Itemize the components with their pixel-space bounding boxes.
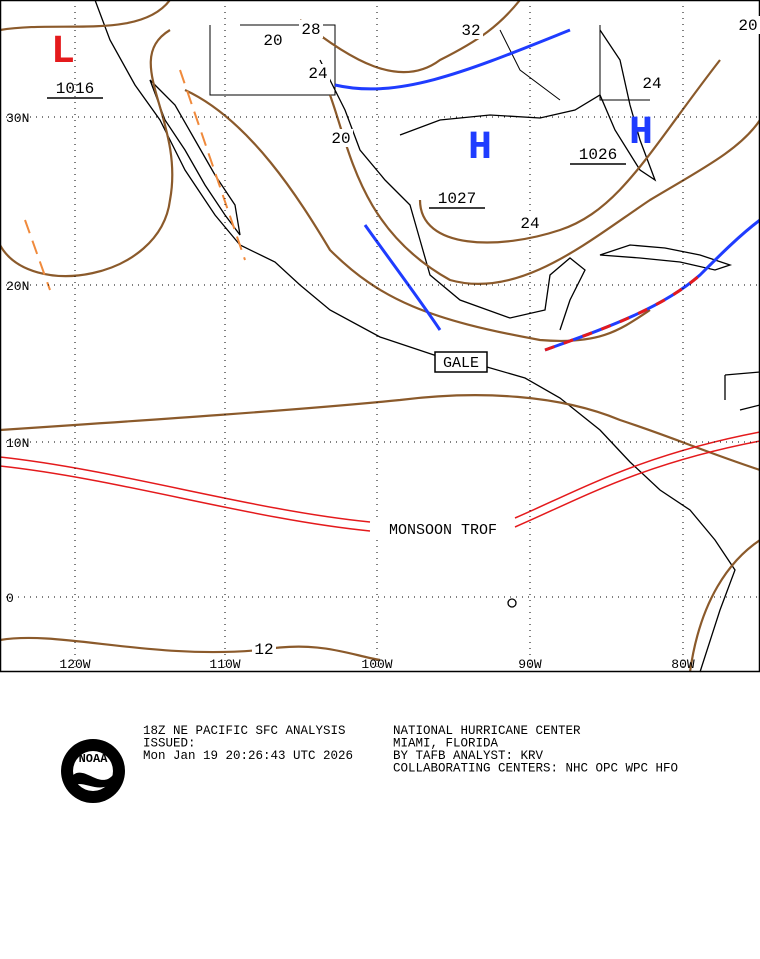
pressure-center-value: 1026 <box>579 146 617 164</box>
isobar-label-bg <box>736 16 760 34</box>
trough <box>179 69 246 261</box>
isobar <box>328 94 760 286</box>
trough <box>24 219 51 291</box>
isobar-label-bg <box>329 129 353 147</box>
pressure-center-value: 1027 <box>438 190 476 208</box>
isobar-label: 20 <box>738 17 757 35</box>
isobar-label: 24 <box>642 75 661 93</box>
footer-right-line: COLLABORATING CENTERS: NHC OPC WPC HFO <box>393 762 678 776</box>
longitude-label: 120W <box>59 657 90 672</box>
footer-right-line: NATIONAL HURRICANE CENTER <box>393 724 581 738</box>
isobar <box>299 0 521 74</box>
pressure-center-value: 1016 <box>56 80 94 98</box>
isobars <box>0 0 760 673</box>
footer-left-line: Mon Jan 19 20:26:43 UTC 2026 <box>143 749 353 763</box>
feature-bg <box>376 519 510 539</box>
isobar-label: 24 <box>520 215 539 233</box>
latitude-label: 0 <box>6 591 14 606</box>
footer-left-line: 18Z NE PACIFIC SFC ANALYSIS <box>143 724 346 738</box>
feature-label: GALE <box>443 355 479 372</box>
isobar-label: 32 <box>461 22 480 40</box>
isobar <box>184 89 651 343</box>
isobar <box>0 394 760 472</box>
isobar <box>0 29 174 277</box>
footer-right-line: MIAMI, FLORIDA <box>393 737 499 751</box>
pressure-center-symbol: L <box>51 30 75 75</box>
fronts <box>24 28 760 352</box>
trough-line <box>514 431 760 519</box>
latitude-label: 10N <box>6 436 29 451</box>
isobar-label: 20 <box>331 130 350 148</box>
isobar-label-bg <box>252 640 276 658</box>
isobar-label-bg <box>459 21 483 39</box>
trough-line <box>0 465 371 532</box>
isobar-label-bg <box>518 214 542 232</box>
footer-left-line: ISSUED: <box>143 737 196 751</box>
longitude-label: 80W <box>671 657 695 672</box>
logo-text: NOAA <box>79 752 109 766</box>
isobar <box>418 59 721 244</box>
feature-label: MONSOON TROF <box>389 522 497 539</box>
isobar-label: 24 <box>308 65 327 83</box>
us-gulf-coast <box>399 29 657 182</box>
islands <box>724 371 760 411</box>
longitude-label: 110W <box>209 657 240 672</box>
isobar <box>0 0 171 32</box>
isobar-label: 20 <box>263 32 282 50</box>
graticule <box>0 0 760 672</box>
isobar-label-bg <box>299 20 323 38</box>
longitude-label: 90W <box>518 657 542 672</box>
stationary-front <box>544 273 701 352</box>
gulf-california-shore <box>149 79 241 236</box>
trough-line <box>0 456 371 523</box>
isobar-label: 12 <box>254 641 273 659</box>
isobar-label-bg <box>261 31 285 49</box>
noaa-logo <box>61 739 125 803</box>
pressure-center-symbol: H <box>629 111 653 156</box>
gale-box <box>434 351 488 373</box>
latitude-label: 30N <box>6 111 29 126</box>
cold-front <box>334 28 571 91</box>
map <box>0 0 760 803</box>
trough-line <box>514 440 760 528</box>
cuba <box>599 244 733 271</box>
isobar-label-bg <box>306 64 330 82</box>
latitude-label: 20N <box>6 279 29 294</box>
coastlines <box>94 0 760 673</box>
footer-right-line: BY TAFB ANALYST: KRV <box>393 749 544 763</box>
isobar-label: 28 <box>301 21 320 39</box>
isobar <box>0 636 381 662</box>
cold-front <box>363 224 442 331</box>
galapagos <box>507 598 517 608</box>
logo-wave <box>73 772 113 788</box>
gulf-mexico-coast <box>319 59 586 331</box>
longitude-label: 100W <box>361 657 392 672</box>
pressure-center-symbol: H <box>468 126 492 171</box>
isobar-label-bg <box>640 74 664 92</box>
isobar <box>688 539 760 673</box>
monsoon-trough <box>0 431 760 532</box>
